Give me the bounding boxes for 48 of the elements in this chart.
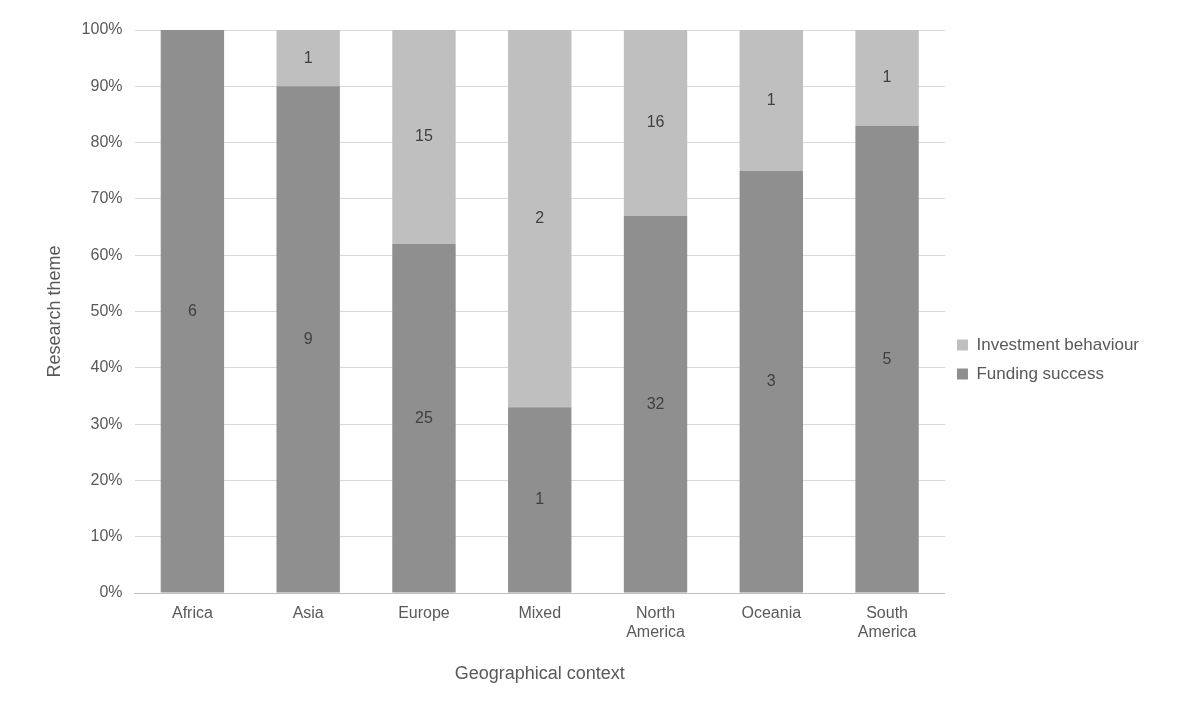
annotation: 15	[415, 127, 433, 145]
y-axis-title: Research theme	[43, 245, 64, 378]
x-tick-label: Europe	[398, 604, 450, 622]
annotation: 9	[303, 329, 313, 347]
y-tick-label: 100%	[81, 20, 123, 38]
annotation: 1	[303, 48, 313, 66]
y-tick-label: 40%	[90, 358, 123, 376]
bar	[276, 86, 340, 593]
annotation: 6	[187, 301, 197, 319]
bar	[623, 215, 688, 593]
annotation: 1	[766, 90, 776, 108]
bar	[160, 30, 225, 593]
annotation: 16	[646, 113, 665, 131]
bar	[276, 30, 340, 87]
x-axis-title: Geographical context	[454, 663, 625, 684]
y-tick-label: 90%	[90, 76, 123, 94]
legend-label: Funding success	[976, 363, 1105, 383]
bar	[739, 170, 803, 593]
annotation: 2	[535, 209, 545, 227]
bar	[392, 30, 456, 244]
bar	[508, 30, 572, 408]
annotation: 32	[646, 394, 665, 412]
x-tick-label: Asia	[292, 604, 324, 622]
annotation: 5	[882, 349, 892, 367]
annotation: 1	[882, 68, 892, 86]
bar	[739, 30, 803, 171]
legend-label: Investment behaviour	[976, 334, 1140, 354]
bar	[508, 407, 572, 593]
y-tick-label: 70%	[90, 189, 123, 207]
x-tick-label: Africa	[171, 604, 213, 622]
annotation: 3	[766, 372, 776, 390]
x-tick-label: Oceania	[741, 604, 802, 622]
bar	[623, 30, 688, 216]
annotation: 25	[415, 408, 433, 426]
bar	[855, 30, 919, 126]
y-tick-label: 80%	[90, 133, 123, 151]
y-tick-label: 0%	[99, 583, 123, 601]
y-tick-label: 60%	[90, 245, 123, 263]
x-tick-label: North America	[626, 604, 685, 641]
bar	[855, 125, 919, 593]
annotation: 1	[535, 490, 545, 508]
y-tick-label: 20%	[90, 470, 123, 488]
bar	[392, 243, 456, 593]
x-tick-label: South America	[857, 604, 917, 641]
y-tick-label: 30%	[90, 414, 123, 432]
y-tick-label: 10%	[90, 527, 123, 545]
x-tick-label: Mixed	[518, 604, 562, 622]
y-tick-label: 50%	[90, 301, 123, 319]
